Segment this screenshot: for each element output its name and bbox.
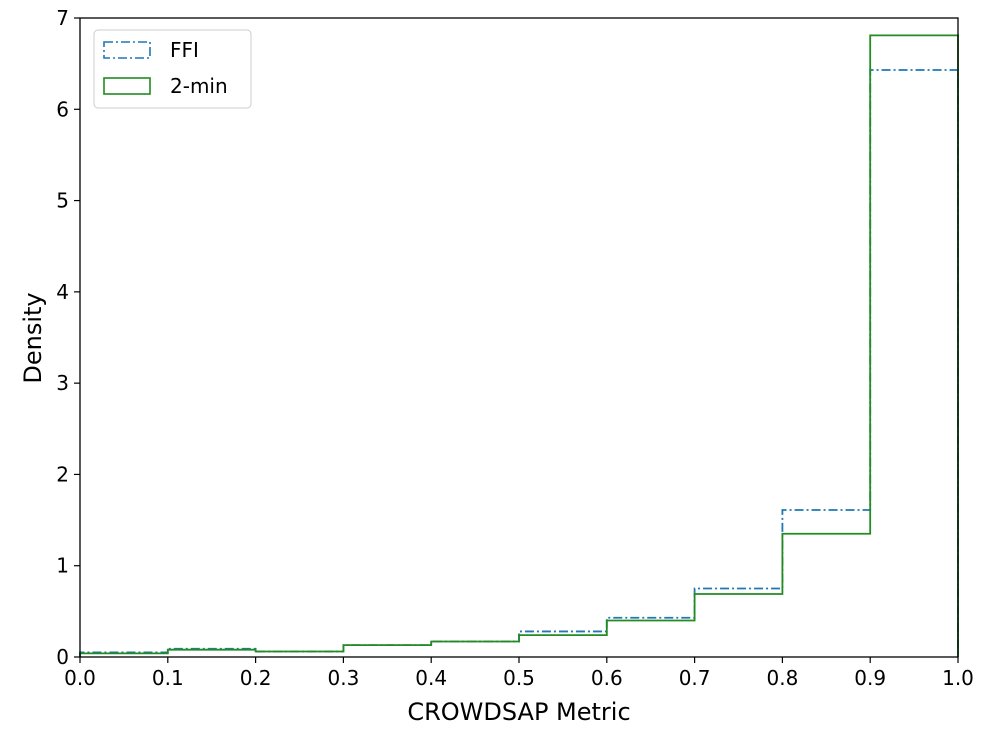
legend-swatch-ffi	[103, 41, 151, 59]
y-tick-label: 1	[56, 554, 69, 578]
y-axis-ticks: 0 1 2 3 4 5 6 7	[56, 6, 80, 669]
x-tick-label: 0.7	[679, 666, 711, 690]
x-tick-label: 0.4	[415, 666, 447, 690]
x-axis-ticks: 0.0 0.1 0.2 0.3 0.4 0.5 0.6 0.7 0.8 0.9 1.0	[64, 657, 974, 690]
legend: FFI 2-min	[93, 29, 252, 109]
legend-label-2-min: 2-min	[170, 74, 228, 98]
series-layer	[79, 34, 959, 657]
x-tick-label: 0.1	[152, 666, 184, 690]
x-tick-label: 0.3	[327, 666, 359, 690]
x-tick-label: 1.0	[942, 666, 974, 690]
y-tick-label: 7	[56, 6, 69, 30]
y-tick-label: 3	[56, 371, 69, 395]
series-2-min-step-line	[79, 34, 959, 657]
legend-swatch-2-min	[103, 77, 151, 95]
x-tick-label: 0.2	[240, 666, 272, 690]
y-tick-label: 6	[56, 97, 69, 121]
y-axis-label: Density	[19, 292, 47, 383]
legend-box	[93, 29, 252, 109]
x-tick-label: 0.5	[503, 666, 535, 690]
x-tick-label: 0.6	[591, 666, 623, 690]
y-tick-label: 0	[56, 645, 69, 669]
legend-label-ffi: FFI	[170, 38, 199, 62]
y-tick-label: 2	[56, 462, 69, 486]
x-tick-label: 0.8	[766, 666, 798, 690]
x-tick-label: 0.9	[854, 666, 886, 690]
x-tick-label: 0.0	[64, 666, 96, 690]
x-axis-label: CROWDSAP Metric	[407, 698, 630, 726]
y-tick-label: 5	[56, 189, 69, 213]
y-tick-label: 4	[56, 280, 69, 304]
